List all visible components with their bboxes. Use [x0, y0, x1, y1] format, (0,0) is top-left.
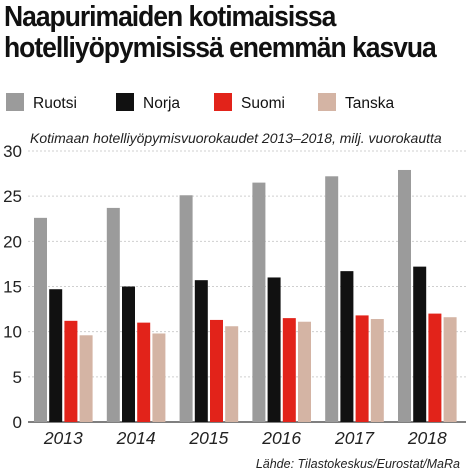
y-tick-label-30: 30 [3, 142, 22, 161]
bar-suomi-2016 [282, 318, 296, 422]
legend-label-ruotsi: Ruotsi [33, 95, 77, 112]
bar-norja-2014 [122, 286, 135, 422]
bar-suomi-2013 [64, 320, 78, 422]
legend-swatch-ruotsi [6, 93, 24, 111]
y-axis-tick-labels: 0 5 10 15 20 25 30 [3, 142, 22, 432]
x-tick-label-2016: 2016 [261, 428, 301, 448]
bar-tanska-2013 [79, 335, 93, 422]
y-tick-label-5: 5 [13, 368, 22, 387]
bar-tanska-2015 [225, 326, 239, 422]
bar-ruotsi-2016 [252, 182, 266, 422]
bars [34, 169, 457, 422]
bar-norja-2018 [413, 266, 427, 422]
bar-ruotsi-2017 [325, 176, 339, 422]
bar-tanska-2016 [298, 321, 311, 422]
legend: Ruotsi Norja Suomi Tanska [6, 93, 394, 112]
legend-label-tanska: Tanska [345, 95, 394, 112]
bar-norja-2017 [340, 271, 354, 422]
bar-tanska-2018 [443, 317, 457, 422]
bar-ruotsi-2018 [398, 169, 411, 422]
bar-norja-2016 [267, 277, 281, 422]
bar-suomi-2017 [355, 315, 369, 422]
y-tick-label-20: 20 [3, 232, 22, 251]
x-axis-tick-labels: 2013 2014 2015 2016 2017 2018 [43, 428, 447, 448]
bar-suomi-2014 [137, 322, 151, 422]
bar-ruotsi-2014 [106, 207, 120, 422]
x-tick-label-2017: 2017 [334, 428, 375, 448]
y-tick-label-10: 10 [3, 323, 22, 342]
chart-title: Naapurimaiden kotimaisissa hotelliyöpymi… [4, 1, 437, 64]
y-tick-label-0: 0 [13, 413, 22, 432]
bar-ruotsi-2013 [34, 217, 47, 422]
x-tick-label-2018: 2018 [407, 428, 447, 448]
bar-tanska-2017 [370, 319, 384, 422]
x-tick-label-2014: 2014 [116, 428, 156, 448]
gridlines [28, 150, 466, 423]
legend-label-norja: Norja [143, 95, 180, 112]
chart-subtitle: Kotimaan hotelliyöpymisvuorokaudet 2013–… [30, 130, 442, 146]
legend-swatch-tanska [318, 93, 336, 111]
bar-ruotsi-2015 [179, 195, 193, 422]
bar-suomi-2018 [428, 313, 442, 422]
chart-title-line-2: hotelliyöpymisissä enemmän kasvua [4, 32, 437, 64]
legend-swatch-suomi [214, 93, 232, 111]
legend-label-suomi: Suomi [241, 95, 285, 112]
bar-norja-2015 [194, 280, 208, 422]
bar-norja-2013 [49, 289, 63, 422]
chart-title-line-1: Naapurimaiden kotimaisissa [4, 1, 336, 33]
source-note: Lähde: Tilastokeskus/Eurostat/MaRa [256, 457, 460, 471]
bar-tanska-2014 [152, 333, 166, 422]
bar-suomi-2015 [210, 319, 223, 422]
legend-swatch-norja [116, 93, 134, 111]
y-tick-label-15: 15 [3, 278, 22, 297]
x-tick-label-2013: 2013 [43, 428, 83, 448]
x-tick-label-2015: 2015 [188, 428, 228, 448]
y-tick-label-25: 25 [3, 187, 22, 206]
